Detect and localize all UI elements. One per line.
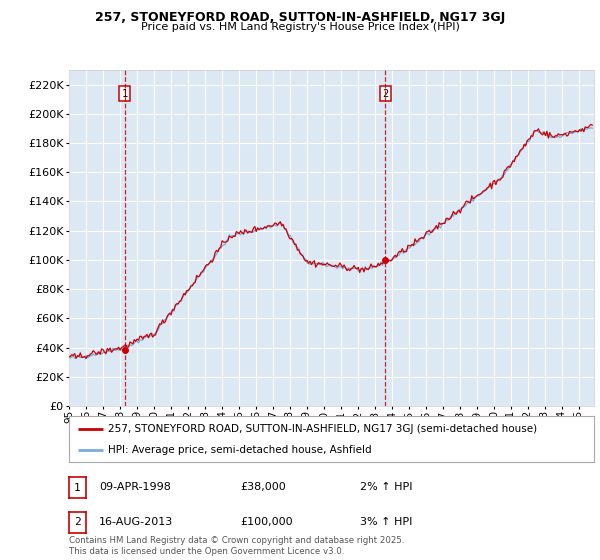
- Text: HPI: Average price, semi-detached house, Ashfield: HPI: Average price, semi-detached house,…: [109, 445, 372, 455]
- Text: 3% ↑ HPI: 3% ↑ HPI: [360, 517, 412, 527]
- Text: 2: 2: [382, 88, 388, 99]
- Text: 1: 1: [74, 483, 81, 493]
- Text: 257, STONEYFORD ROAD, SUTTON-IN-ASHFIELD, NG17 3GJ: 257, STONEYFORD ROAD, SUTTON-IN-ASHFIELD…: [95, 11, 505, 24]
- Text: 1: 1: [121, 88, 128, 99]
- Text: Contains HM Land Registry data © Crown copyright and database right 2025.
This d: Contains HM Land Registry data © Crown c…: [69, 536, 404, 556]
- Text: 2% ↑ HPI: 2% ↑ HPI: [360, 482, 413, 492]
- Text: 09-APR-1998: 09-APR-1998: [99, 482, 171, 492]
- Text: 2: 2: [74, 517, 81, 528]
- Text: £38,000: £38,000: [240, 482, 286, 492]
- Text: 16-AUG-2013: 16-AUG-2013: [99, 517, 173, 527]
- Text: £100,000: £100,000: [240, 517, 293, 527]
- Text: Price paid vs. HM Land Registry's House Price Index (HPI): Price paid vs. HM Land Registry's House …: [140, 22, 460, 32]
- Text: 257, STONEYFORD ROAD, SUTTON-IN-ASHFIELD, NG17 3GJ (semi-detached house): 257, STONEYFORD ROAD, SUTTON-IN-ASHFIELD…: [109, 424, 538, 434]
